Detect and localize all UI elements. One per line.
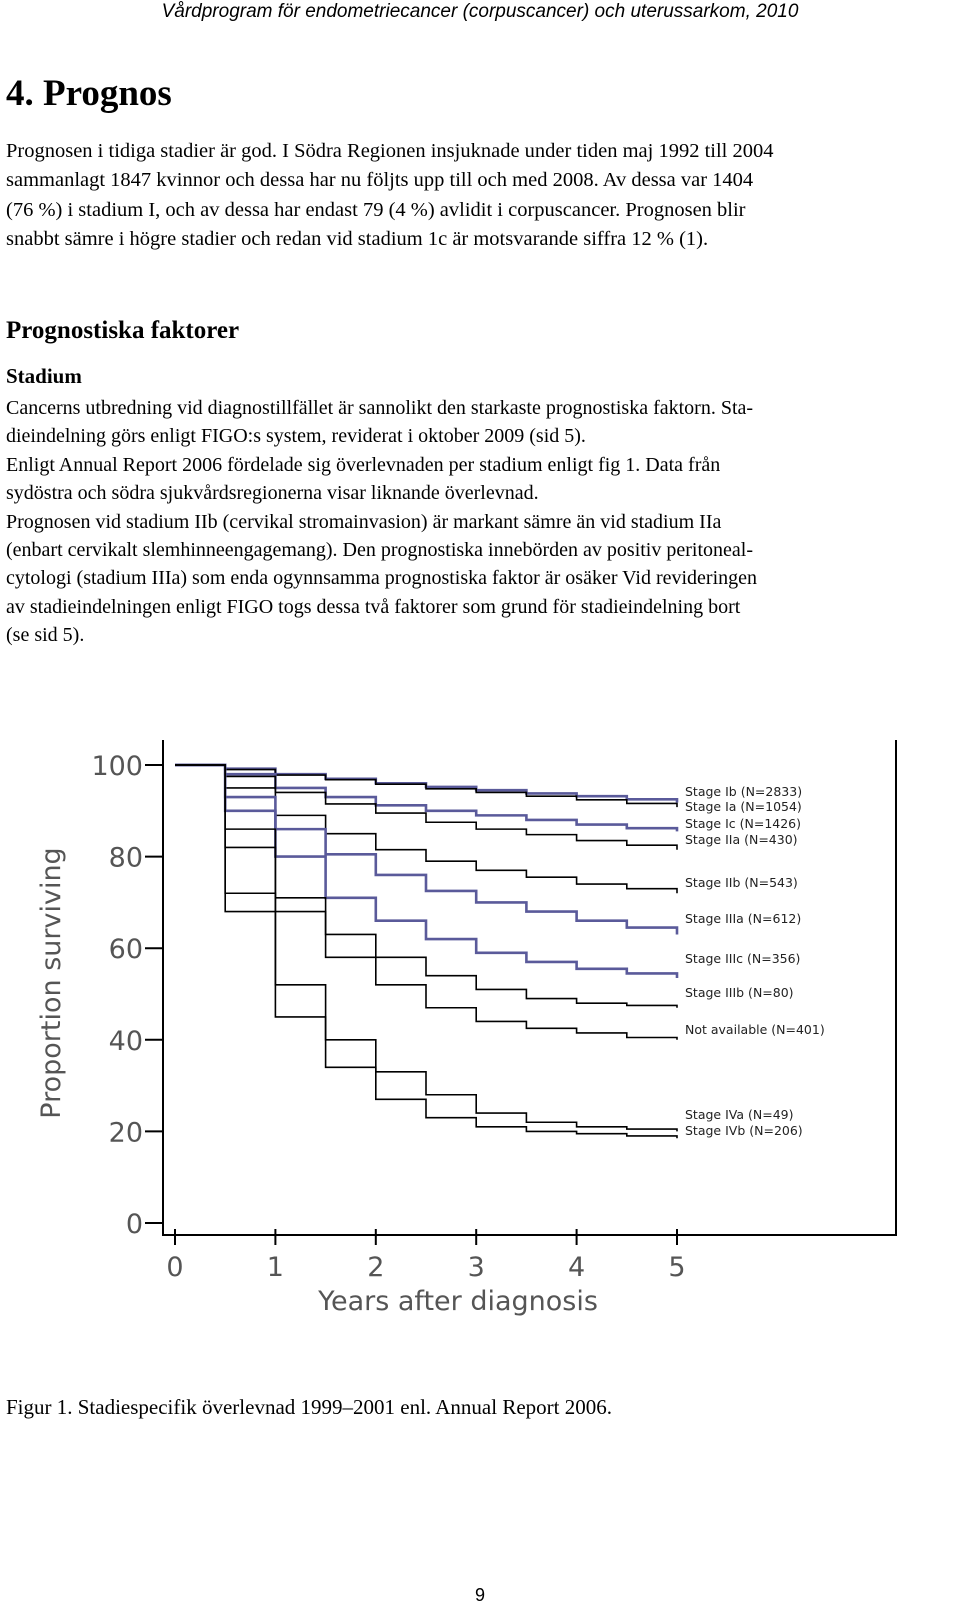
y-tick-label: 40	[109, 1026, 143, 1057]
series-label: Not available (N=401)	[685, 1022, 825, 1037]
stadium-line: sydöstra och södra sjukvårdsregionerna v…	[6, 482, 539, 505]
intro-paragraph: Prognosen i tidiga stadier är god. I Söd…	[6, 137, 946, 254]
survival-line	[175, 763, 679, 935]
plot-frame	[162, 740, 897, 1236]
stadium-line: dieindelning görs enligt FIGO:s system, …	[6, 425, 586, 448]
stadium-line: Cancerns utbredning vid diagnostillfälle…	[6, 397, 754, 419]
y-tick-label: 60	[109, 934, 143, 965]
survival-line	[175, 764, 678, 850]
survival-line	[175, 764, 678, 808]
y-tick-label: 0	[126, 1209, 143, 1240]
chapter-title: 4. Prognos	[6, 73, 172, 114]
stadium-line: Prognosen vid stadium IIb (cervikal stro…	[6, 510, 722, 533]
subsection-heading: Stadium	[6, 364, 82, 388]
section-heading: Prognostiska faktorer	[6, 317, 240, 344]
running-header: Vårdprogram för endometriecancer (corpus…	[161, 1, 799, 22]
intro-line: Prognosen i tidiga stadier är god. I Söd…	[6, 140, 774, 162]
intro-line: sammanlagt 1847 kvinnor och dessa har nu…	[6, 169, 754, 192]
series-label: Stage Ic (N=1426)	[685, 816, 801, 831]
stadium-line: Enligt Annual Report 2006 fördelade sig …	[6, 453, 721, 476]
y-axis-label: Proportion surviving	[36, 847, 67, 1118]
x-tick-label: 2	[367, 1252, 384, 1283]
stadium-paragraph: Cancerns utbredning vid diagnostillfälle…	[6, 394, 951, 650]
series-label: Stage IIa (N=430)	[685, 832, 798, 847]
series-label: Stage IIb (N=543)	[685, 875, 798, 890]
series-label: Stage IIIb (N=80)	[685, 985, 794, 1000]
y-tick-label: 100	[91, 751, 143, 782]
y-tick-label: 80	[109, 843, 143, 874]
series-label: Stage Ia (N=1054)	[685, 799, 802, 814]
series-label: Stage IIIc (N=356)	[685, 951, 800, 966]
stadium-line: cytologi (stadium IIIa) som enda ogynnsa…	[6, 567, 758, 590]
survival-chart: Stage Ib (N=2833)Stage Ia (N=1054) Stage …	[36, 740, 897, 1317]
x-axis-label: Years after diagnosis	[317, 1286, 598, 1317]
survival-line	[175, 763, 679, 978]
stadium-line: (enbart cervikalt slemhinneengagemang). …	[6, 539, 753, 562]
series-label: Stage IIIa (N=612)	[685, 911, 801, 926]
y-tick-label: 20	[109, 1117, 143, 1148]
figure-caption: Figur 1. Stadiespecifik överlevnad 1999–…	[6, 1395, 612, 1419]
series-label: Stage Ib (N=2833)	[685, 784, 802, 799]
x-tick-label: 1	[267, 1252, 284, 1283]
intro-line: (76 %) i stadium I, och av dessa har end…	[6, 198, 746, 221]
stadium-line: (se sid 5).	[6, 624, 85, 647]
survival-line	[175, 764, 678, 1139]
intro-line: snabbt sämre i högre stadier och redan v…	[6, 227, 709, 250]
x-tick-label: 0	[166, 1252, 183, 1283]
x-tick-label: 4	[568, 1252, 585, 1283]
page-number: 9	[474, 1585, 485, 1605]
stadium-line: av stadieindelningen enligt FIGO togs de…	[6, 595, 741, 618]
x-tick-label: 5	[668, 1252, 685, 1283]
x-tick-label: 3	[468, 1252, 485, 1283]
series-label: Stage IVa (N=49)	[685, 1107, 793, 1122]
survival-line	[175, 764, 678, 1040]
series-label: Stage IVb (N=206)	[685, 1123, 803, 1138]
